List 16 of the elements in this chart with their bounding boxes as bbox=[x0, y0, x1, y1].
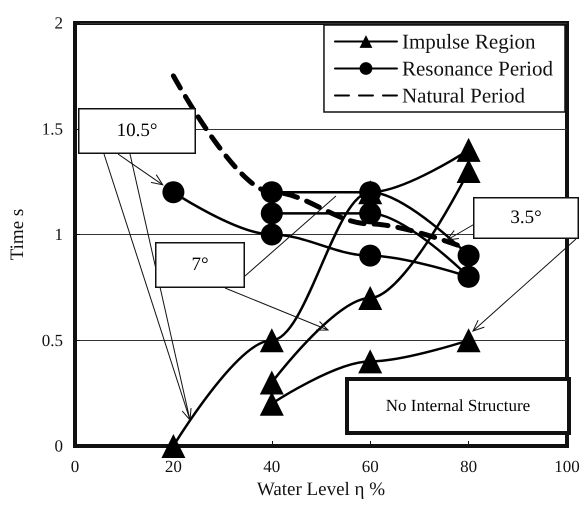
x-tick-label: 80 bbox=[460, 457, 478, 476]
x-axis-title: Water Level η % bbox=[256, 479, 386, 500]
x-tick-label: 60 bbox=[362, 457, 379, 476]
y-tick-label: 1.5 bbox=[42, 119, 63, 138]
x-tick-label: 0 bbox=[70, 457, 80, 476]
y-tick-label: 0.5 bbox=[42, 330, 63, 350]
legend-label: Impulse Region bbox=[402, 30, 536, 54]
x-tick-label: 100 bbox=[554, 457, 580, 476]
y-tick-label: 2 bbox=[54, 14, 63, 32]
y-tick-label: 1 bbox=[54, 225, 63, 244]
legend-label: Natural Period bbox=[402, 84, 526, 108]
y-axis-title: Time s bbox=[7, 208, 28, 260]
x-tick-label: 20 bbox=[164, 457, 182, 476]
y-tick-label: 0 bbox=[54, 436, 63, 456]
x-tick-label: 40 bbox=[263, 457, 280, 476]
legend-label: Resonance Period bbox=[402, 56, 554, 80]
